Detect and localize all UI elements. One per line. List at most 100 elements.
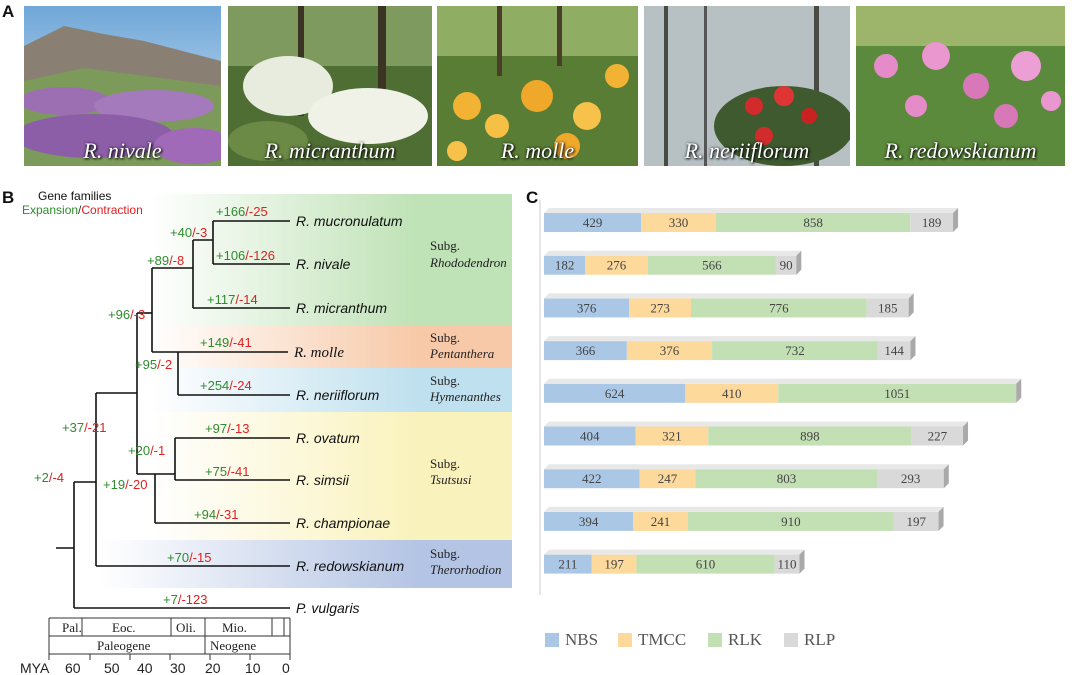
taxon-label: R. nivale	[296, 256, 351, 272]
band-hymenanthes-label-bg	[418, 368, 512, 412]
bar-segment-rlk	[687, 511, 894, 531]
photo-caption: R. micranthum	[264, 138, 396, 163]
bar-segment-tmcc	[685, 383, 779, 403]
legend-nbs: NBS	[545, 630, 598, 650]
bar-value-label: 144	[884, 343, 904, 358]
bar-segment-rlk	[778, 383, 1017, 403]
gene-change-label: +7/-123	[163, 592, 207, 607]
bar-side-face	[796, 250, 802, 275]
taxon-label: R. redowskianum	[296, 558, 404, 574]
bar-value-label: 321	[662, 429, 682, 444]
bar-side-face	[908, 293, 914, 318]
legend-label: TMCC	[638, 630, 687, 649]
panel-a-letter: A	[2, 2, 15, 21]
bar-top-face	[544, 378, 1022, 384]
bar-value-label: 566	[702, 258, 722, 273]
bar-value-label: 803	[777, 471, 797, 486]
subgenus-name: Rhododendron	[429, 255, 507, 270]
tick-label: 30	[170, 660, 186, 675]
bar-segment-tmcc	[591, 554, 637, 574]
tick-label: 10	[245, 660, 261, 675]
gene-change-label: +97/-13	[205, 421, 249, 436]
band-rhododendron-label-bg	[418, 194, 512, 326]
bar-value-label: 197	[604, 557, 624, 572]
bar-value-label: 189	[922, 215, 942, 230]
gene-change-label: +19/-20	[103, 477, 147, 492]
bar-top-face	[544, 293, 914, 299]
taxon-label: R. neriiflorum	[296, 387, 380, 403]
photo-r-neriiflorum: R. neriiflorum	[644, 6, 850, 166]
tree-branches	[56, 220, 290, 609]
bar-value-label: 241	[651, 514, 671, 529]
subgenus-name: Therorhodion	[430, 562, 502, 577]
gene-change-label: +95/-2	[135, 357, 172, 372]
timescale-frame	[48, 617, 291, 660]
bar-value-label: 330	[669, 215, 689, 230]
legend-tmcc: TMCC	[618, 630, 686, 650]
bar-segment-rlk	[712, 341, 878, 361]
subgenus-label: Subg.	[430, 373, 460, 388]
axis-label-mya: MYA	[20, 660, 50, 675]
bar-segment-nbs	[544, 511, 634, 531]
subgenus-label: Subg.	[430, 330, 460, 345]
bar-value-label: 90	[780, 258, 793, 273]
band-tsutsusi-label-bg	[418, 412, 512, 540]
legend-rlp: RLP	[784, 630, 835, 650]
epoch-label: Oli.	[176, 620, 196, 635]
bar-side-face	[938, 506, 944, 531]
bar-segment-rlk	[708, 426, 912, 446]
bar-value-label: 376	[577, 300, 597, 315]
photo-r-molle-image	[437, 6, 638, 166]
subgenus-label: Subg.	[430, 238, 460, 253]
bar-value-label: 776	[769, 300, 789, 315]
stacked-bar-chart: 429 330 858 189 182 276 566 90 376 273 776 185 366 37…	[539, 200, 1022, 595]
bar-segment-tmcc	[633, 511, 688, 531]
band-therorhodion-label-bg	[418, 540, 512, 588]
legend-swatch-nbs	[545, 633, 559, 647]
gene-change-label: +20/-1	[128, 443, 165, 458]
legend-label: RLK	[728, 630, 762, 649]
bar-segment-tmcc	[629, 298, 691, 318]
photo-caption: R. nivale	[83, 138, 162, 163]
legend-swatch-rlp	[784, 633, 798, 647]
bar-value-label: 898	[800, 429, 820, 444]
gene-change-label: +166/-25	[216, 204, 268, 219]
photo-caption: R. molle	[500, 138, 575, 163]
taxon-label: R. mucronulatum	[296, 213, 403, 229]
band-pentanthera	[150, 326, 418, 368]
photo-r-redowskianum: R. redowskianum	[856, 6, 1065, 166]
bar-top-face	[544, 336, 916, 342]
gene-change-label: +106/-126	[216, 248, 275, 263]
bar-value-label: 227	[928, 429, 948, 444]
bar-value-label: 624	[605, 386, 625, 401]
bar-side-face	[799, 549, 805, 574]
legend-rlk: RLK	[708, 630, 762, 650]
bar-segment-nbs	[544, 213, 642, 232]
bar-segment-tmcc	[635, 426, 709, 446]
taxon-label: R. micranthum	[296, 300, 387, 316]
panel-b-letter: B	[2, 188, 15, 207]
gene-change-label: +89/-8	[147, 253, 184, 268]
photo-r-micranthum-image	[228, 6, 432, 166]
taxon-label: R. ovatum	[296, 430, 360, 446]
tick-label: 50	[104, 660, 120, 675]
gene-change-label: +70/-15	[167, 550, 211, 565]
gene-change-label: +96/-3	[108, 307, 145, 322]
bar-segment-nbs	[544, 383, 686, 403]
bar-value-label: 1051	[884, 386, 910, 401]
bar-value-label: 429	[583, 215, 603, 230]
taxon-label: P. vulgaris	[296, 600, 360, 616]
bar-side-face	[910, 336, 916, 361]
epoch-label: Pal.	[62, 620, 82, 635]
tick-label: 60	[65, 660, 81, 675]
gene-change-label: +94/-31	[194, 507, 238, 522]
photo-r-neriiflorum-image	[644, 6, 850, 166]
subgenus-name: Hymenanthes	[429, 389, 501, 404]
bar-segment-rlk	[695, 469, 878, 489]
taxon-label: R. championae	[296, 515, 390, 531]
photo-r-nivale-image	[24, 6, 221, 166]
gene-change-label: +37/-21	[62, 420, 106, 435]
subgenus-label: Subg.	[430, 456, 460, 471]
bar-value-label: 211	[558, 557, 577, 572]
epoch-label: Mio.	[222, 620, 247, 635]
